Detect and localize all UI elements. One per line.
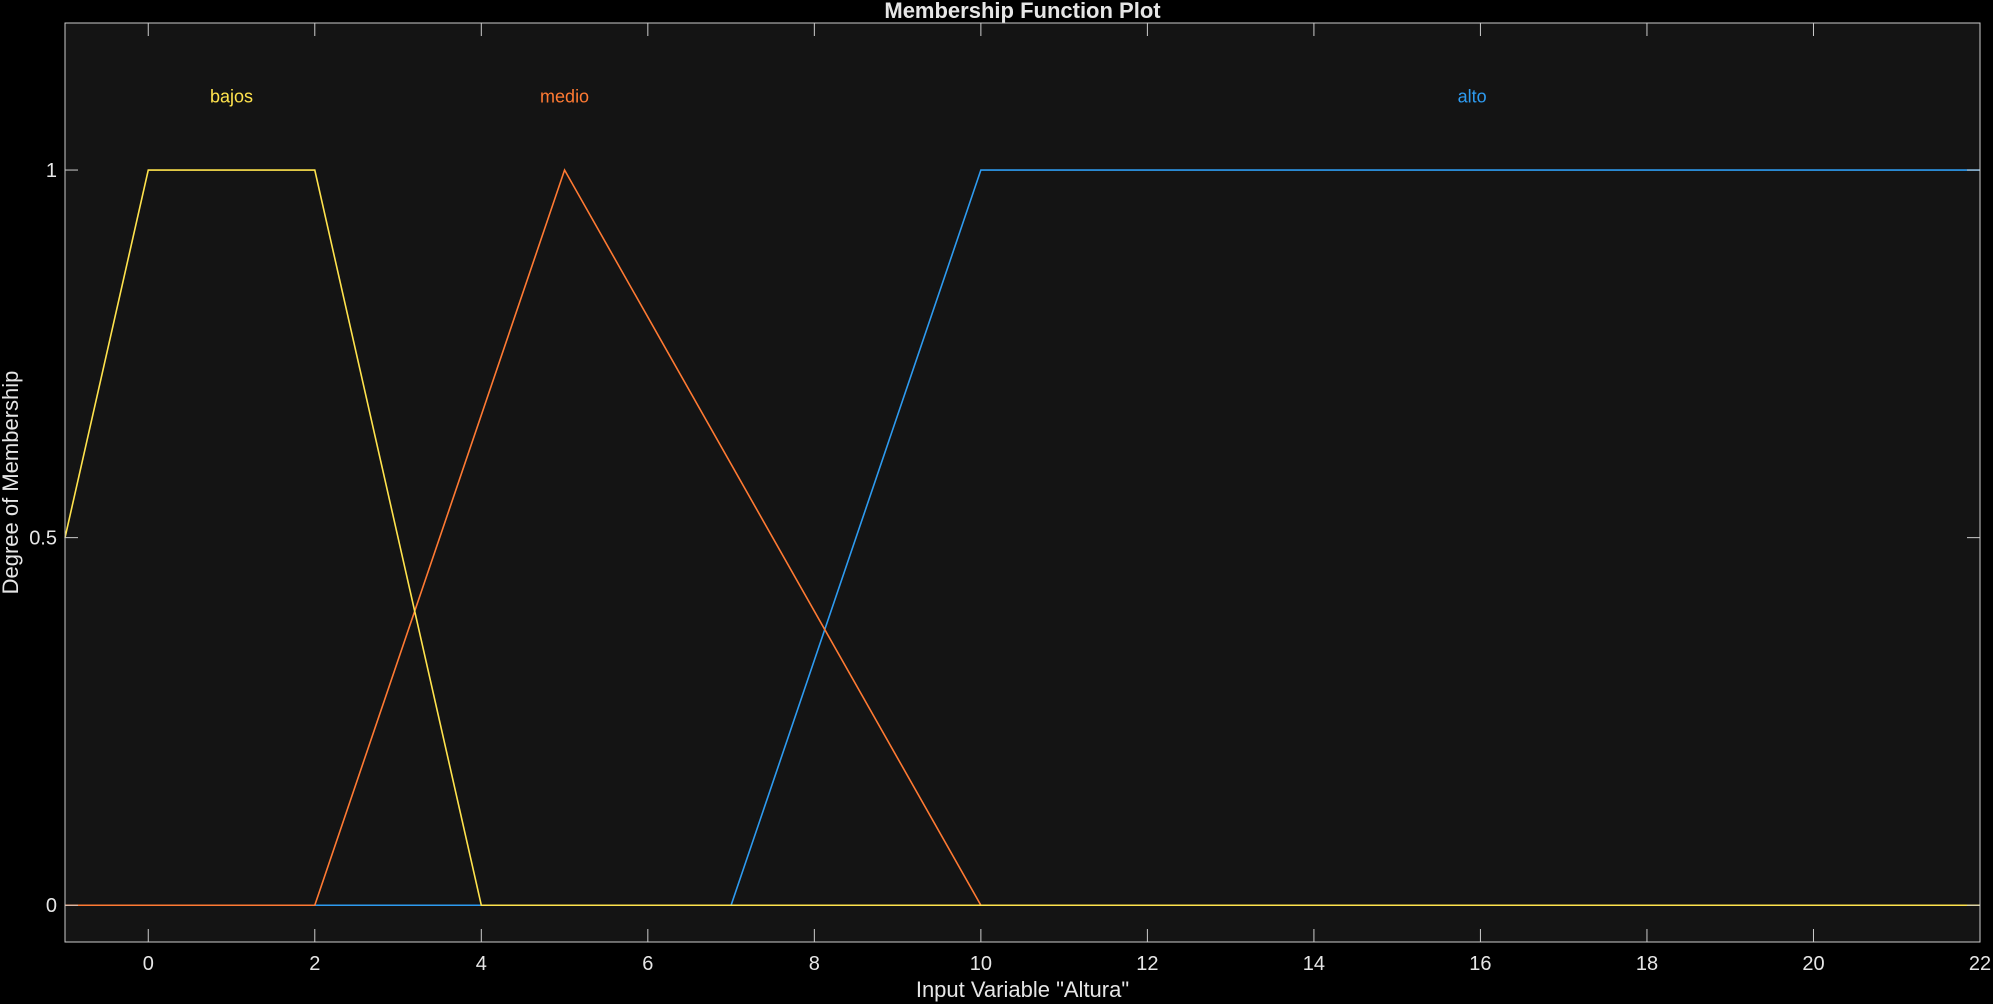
axes-frame: [64, 22, 1981, 943]
y-tick-label: 1: [46, 160, 57, 182]
y-tick-label: 0: [46, 895, 57, 917]
chart-title: Membership Function Plot: [884, 0, 1161, 23]
mf-label-medio: medio: [540, 87, 589, 107]
x-tick-label: 0: [143, 953, 154, 975]
series-line-bajos: [64, 169, 1980, 907]
mf-label-alto: alto: [1458, 87, 1487, 107]
x-tick-label: 14: [1303, 953, 1325, 975]
series-layer: [64, 168, 1980, 907]
x-tick-label: 10: [970, 953, 992, 975]
x-tick-label: 8: [809, 953, 820, 975]
x-tick-label: 2: [309, 953, 320, 975]
x-tick-label: 6: [642, 953, 653, 975]
x-tick-label: 12: [1136, 953, 1158, 975]
labels-layer: 0 2 4 6 8 10 12 14 16 18 20 22 0 0.5 1 bajos medio alto: [29, 87, 1991, 975]
x-tick-label: 18: [1636, 953, 1658, 975]
x-tick-label: 4: [476, 953, 487, 975]
axes-background: [65, 23, 1980, 942]
x-tick-label: 22: [1969, 953, 1991, 975]
y-tick-label: 0.5: [29, 528, 57, 550]
x-axis-label: Input Variable "Altura": [916, 977, 1129, 1002]
y-axis-label: Degree of Membership: [0, 371, 23, 595]
x-tick-label: 16: [1469, 953, 1491, 975]
x-tick-label: 20: [1802, 953, 1824, 975]
mf-label-bajos: bajos: [210, 87, 253, 107]
series-line-alto: [65, 169, 1980, 907]
